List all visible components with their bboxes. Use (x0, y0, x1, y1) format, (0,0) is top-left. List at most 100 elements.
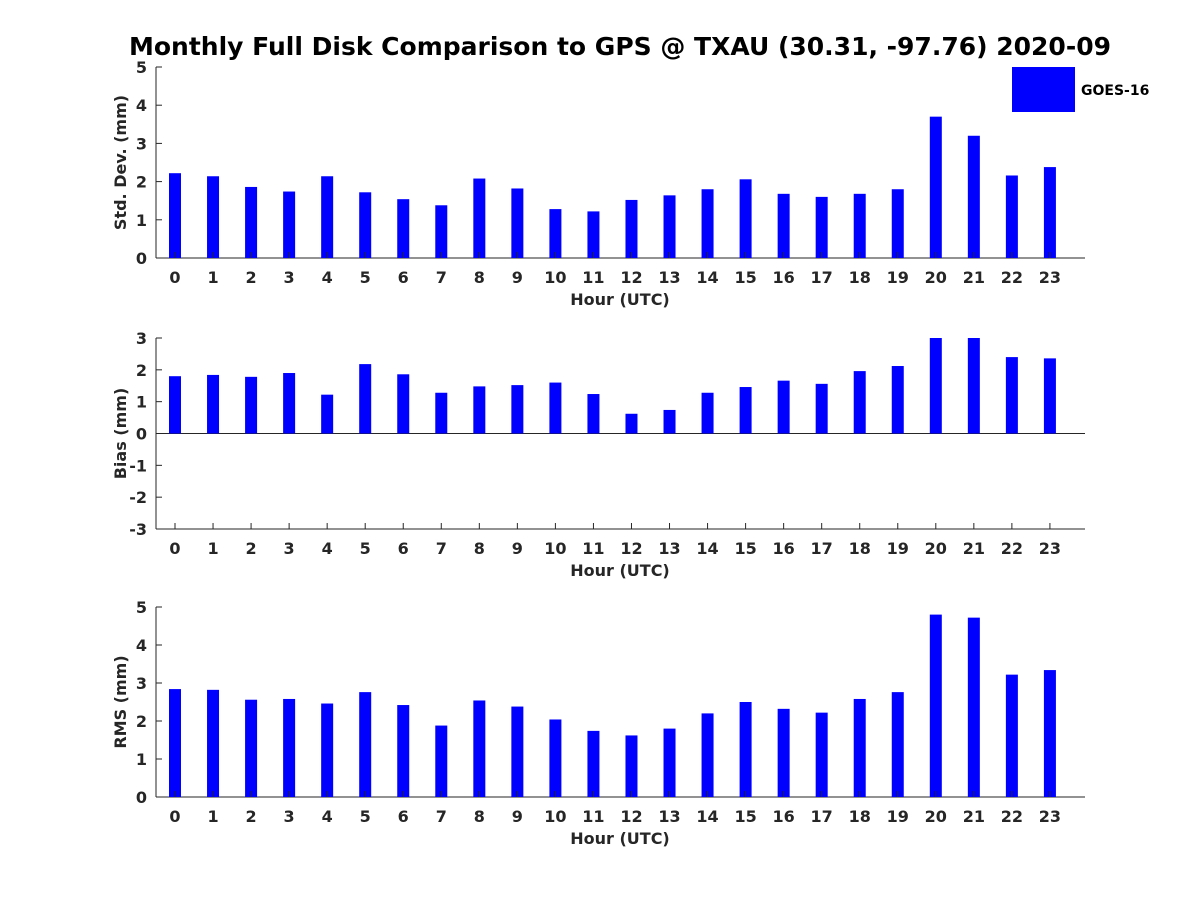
bar-rms-hour-22 (1005, 674, 1018, 797)
bar-std-hour-9 (511, 188, 524, 258)
bar-std-hour-8 (473, 178, 486, 258)
bar-rms-hour-18 (853, 698, 866, 797)
bar-bias-hour-18 (853, 371, 866, 434)
x-tick-label: 6 (398, 268, 409, 287)
bar-std-hour-21 (967, 135, 980, 258)
bar-bias-hour-21 (967, 338, 980, 434)
y-tick-label: 0 (136, 425, 147, 444)
x-tick-label: 3 (284, 807, 295, 826)
bar-rms-hour-17 (815, 712, 828, 797)
legend: GOES-16 (1012, 67, 1149, 112)
x-tick-label: 8 (474, 268, 485, 287)
bar-rms-hour-1 (207, 689, 220, 797)
x-tick-label: 19 (887, 268, 909, 287)
bar-bias-hour-20 (929, 338, 942, 434)
x-tick-label: 7 (436, 539, 447, 558)
x-tick-label: 8 (474, 807, 485, 826)
x-tick-label: 17 (811, 268, 833, 287)
bar-rms-hour-0 (169, 689, 181, 797)
x-tick-label: 1 (207, 268, 218, 287)
x-tick-label: 9 (512, 268, 523, 287)
bar-rms-hour-19 (891, 692, 904, 797)
y-tick-label: 2 (136, 712, 147, 731)
y-tick-label: 3 (136, 329, 147, 348)
bar-rms-hour-16 (777, 708, 790, 797)
chart-title: Monthly Full Disk Comparison to GPS @ TX… (129, 32, 1111, 61)
x-tick-label: 1 (207, 807, 218, 826)
bar-bias-hour-2 (245, 376, 258, 434)
bar-std-hour-12 (625, 199, 638, 258)
x-tick-label: 13 (658, 539, 680, 558)
bar-rms-hour-15 (739, 702, 752, 797)
bar-std-hour-13 (663, 195, 676, 258)
bar-bias-hour-14 (701, 392, 714, 434)
bar-std-hour-6 (397, 199, 410, 258)
y-tick-label: 1 (136, 211, 147, 230)
bar-rms-hour-3 (283, 698, 296, 797)
bar-std-hour-23 (1043, 167, 1056, 258)
bar-bias-hour-19 (891, 366, 904, 434)
x-tick-label: 14 (696, 268, 718, 287)
bar-bias-hour-0 (169, 376, 181, 434)
x-tick-label: 22 (1001, 539, 1023, 558)
y-tick-label: 0 (136, 249, 147, 268)
x-tick-label: 20 (925, 807, 947, 826)
x-tick-label: 4 (322, 807, 333, 826)
x-axis-label-bias: Hour (UTC) (570, 561, 670, 580)
bar-std-hour-14 (701, 189, 714, 258)
bar-std-hour-15 (739, 179, 752, 258)
x-tick-label: 9 (512, 807, 523, 826)
x-tick-label: 9 (512, 539, 523, 558)
y-tick-label: 5 (136, 598, 147, 617)
bar-bias-hour-7 (435, 392, 448, 434)
bar-rms-hour-7 (435, 725, 448, 797)
x-tick-label: 10 (544, 268, 566, 287)
x-tick-label: 21 (963, 807, 985, 826)
bar-bias-hour-15 (739, 387, 752, 434)
x-axis-label-std: Hour (UTC) (570, 290, 670, 309)
bar-std-hour-20 (929, 116, 942, 258)
x-tick-label: 17 (811, 539, 833, 558)
x-tick-label: 23 (1039, 807, 1061, 826)
y-tick-label: 1 (136, 750, 147, 769)
x-tick-label: 5 (360, 539, 371, 558)
x-tick-label: 4 (322, 268, 333, 287)
y-tick-label: 1 (136, 393, 147, 412)
x-tick-label: 13 (658, 268, 680, 287)
bar-bias-hour-17 (815, 383, 828, 434)
x-tick-label: 17 (811, 807, 833, 826)
legend-label-goes-16: GOES-16 (1081, 83, 1149, 99)
x-tick-label: 0 (169, 807, 180, 826)
bar-rms-hour-6 (397, 705, 410, 797)
y-tick-label: -1 (129, 456, 147, 475)
bar-bias-hour-3 (283, 373, 296, 434)
bar-bias-hour-5 (359, 364, 372, 434)
x-tick-label: 6 (398, 807, 409, 826)
x-tick-label: 11 (582, 268, 604, 287)
bar-bias-hour-12 (625, 413, 638, 434)
y-tick-label: 3 (136, 134, 147, 153)
x-tick-label: 6 (398, 539, 409, 558)
x-tick-label: 18 (849, 807, 871, 826)
x-tick-label: 7 (436, 268, 447, 287)
bar-bias-hour-1 (207, 374, 220, 434)
bar-std-hour-3 (283, 191, 296, 258)
x-tick-label: 1 (207, 539, 218, 558)
y-axis-label-std: Std. Dev. (mm) (111, 95, 130, 230)
bar-rms-hour-8 (473, 700, 486, 797)
bar-bias-hour-6 (397, 374, 410, 434)
x-tick-label: 0 (169, 539, 180, 558)
bar-bias-hour-10 (549, 382, 562, 434)
bar-std-hour-18 (853, 193, 866, 258)
legend-swatch-goes-16 (1012, 67, 1075, 112)
bar-std-hour-10 (549, 209, 562, 258)
bar-rms-hour-20 (929, 614, 942, 797)
x-tick-label: 13 (658, 807, 680, 826)
x-tick-label: 8 (474, 539, 485, 558)
x-tick-label: 5 (360, 268, 371, 287)
bar-bias-hour-4 (321, 394, 334, 434)
x-tick-label: 22 (1001, 268, 1023, 287)
